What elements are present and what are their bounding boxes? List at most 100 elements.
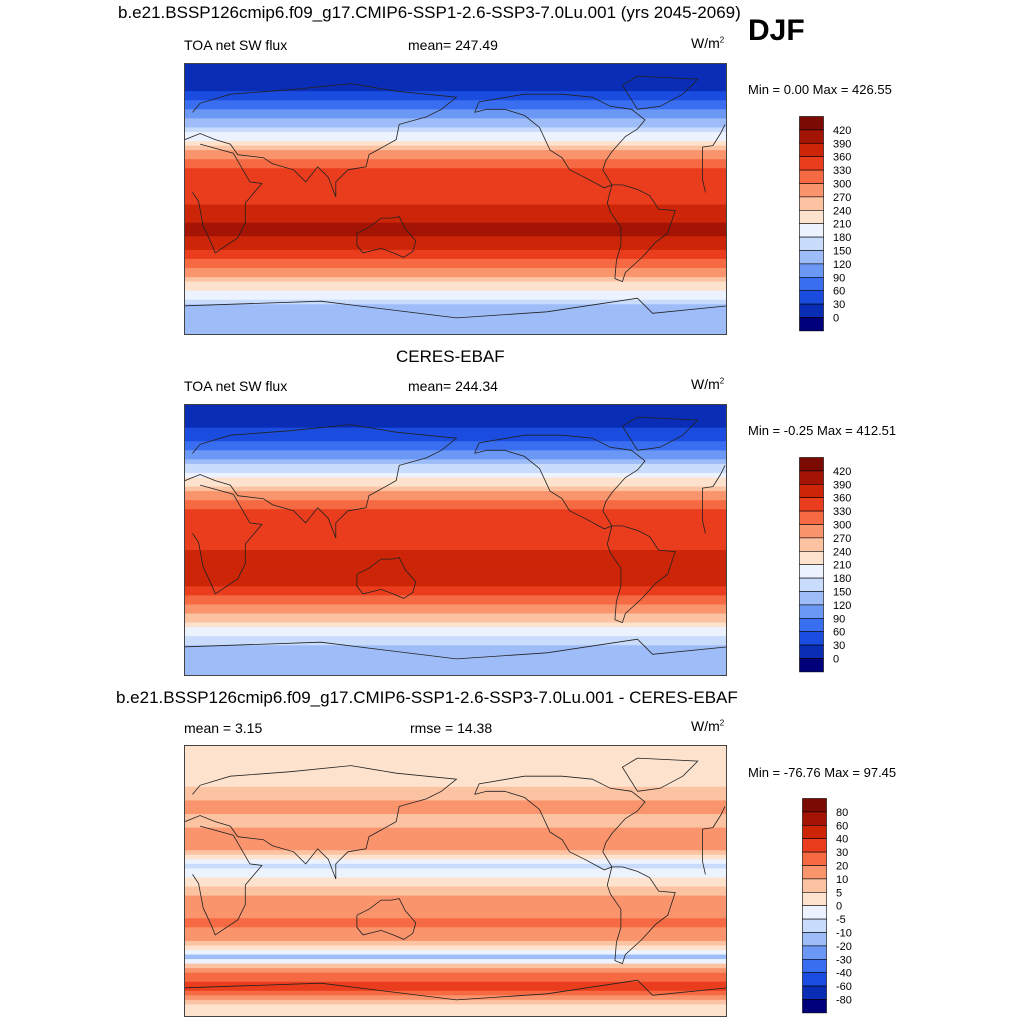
lat-band xyxy=(185,604,726,610)
lat-band xyxy=(185,258,726,265)
colorbar-box xyxy=(799,604,824,619)
coastline xyxy=(185,638,726,660)
lat-band xyxy=(185,773,726,779)
colorbar-tick-label: 420 xyxy=(833,125,851,137)
lat-band xyxy=(185,872,726,879)
colorbar-tick-label: 20 xyxy=(836,861,848,873)
colorbar-tick-label: 90 xyxy=(833,613,845,625)
colorbar-box xyxy=(802,865,827,880)
lat-band xyxy=(185,254,726,260)
coastline xyxy=(192,825,713,936)
lat-band xyxy=(185,531,726,538)
colorbar-tick-label: -30 xyxy=(836,954,852,966)
colorbar-box xyxy=(799,196,824,211)
colorbar-tick-label: -20 xyxy=(836,941,852,953)
colorbar-tick-label: 80 xyxy=(836,807,848,819)
zonal-bands xyxy=(185,746,726,1016)
colorbar-tick-label: 210 xyxy=(833,219,851,231)
lat-band xyxy=(185,313,726,319)
lat-band xyxy=(185,759,726,765)
lat-band xyxy=(185,581,726,587)
colorbar-tick-label: 0 xyxy=(833,313,839,325)
lat-band xyxy=(185,913,726,919)
lat-band xyxy=(185,1004,726,1010)
lat-band xyxy=(185,663,726,669)
lat-band xyxy=(185,672,726,675)
colorbar-tick-label: 10 xyxy=(836,874,848,886)
coastline xyxy=(185,424,726,539)
colorbar-box xyxy=(799,223,824,238)
colorbar-tick-label: 150 xyxy=(833,246,851,258)
lat-band xyxy=(185,786,726,792)
colorbar-box xyxy=(799,577,824,592)
lat-band xyxy=(185,159,726,165)
lat-band xyxy=(185,500,726,506)
colorbar-tick-label: 0 xyxy=(833,654,839,666)
panel3-mean-label: mean = 3.15 xyxy=(184,720,263,736)
coastline xyxy=(356,557,417,599)
colorbar-tick-label: -80 xyxy=(836,995,852,1007)
lat-band xyxy=(185,940,726,947)
colorbar-tick-label: 300 xyxy=(833,179,851,191)
lat-band xyxy=(185,609,726,615)
lat-band xyxy=(185,900,726,906)
lat-band xyxy=(185,132,726,138)
lat-band xyxy=(185,922,726,928)
lat-band xyxy=(185,268,726,274)
panel2-variable-label: TOA net SW flux xyxy=(184,378,288,394)
lat-band xyxy=(185,213,726,219)
colorbar-tick-label: 5 xyxy=(836,887,842,899)
panel3-map xyxy=(184,745,727,1017)
colorbar-tick-label: 390 xyxy=(833,479,851,491)
lat-band xyxy=(185,109,726,115)
colorbar-box xyxy=(799,183,824,198)
coastline xyxy=(621,75,699,110)
lat-band xyxy=(185,631,726,637)
lat-band xyxy=(185,118,726,124)
colorbar-box xyxy=(799,290,824,305)
lat-band xyxy=(185,909,726,915)
lat-band xyxy=(185,299,726,305)
lat-band xyxy=(185,868,726,874)
lat-band xyxy=(185,795,726,801)
lat-band xyxy=(185,204,726,210)
panel1-minmax-label: Min = 0.00 Max = 426.55 xyxy=(748,82,892,97)
colorbar-box xyxy=(799,236,824,251)
coastlines xyxy=(185,416,726,660)
map-svg xyxy=(185,64,726,334)
colorbar-tick-label: 120 xyxy=(833,600,851,612)
lat-band xyxy=(185,473,726,479)
lat-band xyxy=(185,654,726,660)
lat-band xyxy=(185,981,726,987)
colorbar-box xyxy=(799,631,824,646)
lat-band xyxy=(185,263,726,269)
lat-band xyxy=(185,91,726,97)
lat-band xyxy=(185,827,726,833)
colorbar-box xyxy=(799,644,824,659)
lat-band xyxy=(185,891,726,897)
lat-band xyxy=(185,645,726,651)
colorbar-box xyxy=(799,483,824,498)
panel2-mean-label: mean= 244.34 xyxy=(408,378,498,394)
lat-band xyxy=(185,986,726,992)
lat-band xyxy=(185,649,726,655)
lat-band xyxy=(185,755,726,761)
colorbar-box xyxy=(799,263,824,278)
lat-band xyxy=(185,409,726,415)
colorbar-box xyxy=(799,470,824,485)
colorbar-box xyxy=(799,510,824,525)
lat-band xyxy=(185,850,726,856)
lat-band xyxy=(185,577,726,583)
colorbar-box xyxy=(802,985,827,1000)
lat-band xyxy=(185,441,726,447)
lat-band xyxy=(185,163,726,169)
lat-band xyxy=(185,432,726,438)
lat-band xyxy=(185,405,726,411)
lat-band xyxy=(185,572,726,578)
colorbar-box xyxy=(799,303,824,318)
colorbar-tick-label: -40 xyxy=(836,968,852,980)
lat-band xyxy=(185,236,726,242)
lat-band xyxy=(185,209,726,215)
colorbar-box xyxy=(802,824,827,839)
colorbar-tick-label: 240 xyxy=(833,546,851,558)
